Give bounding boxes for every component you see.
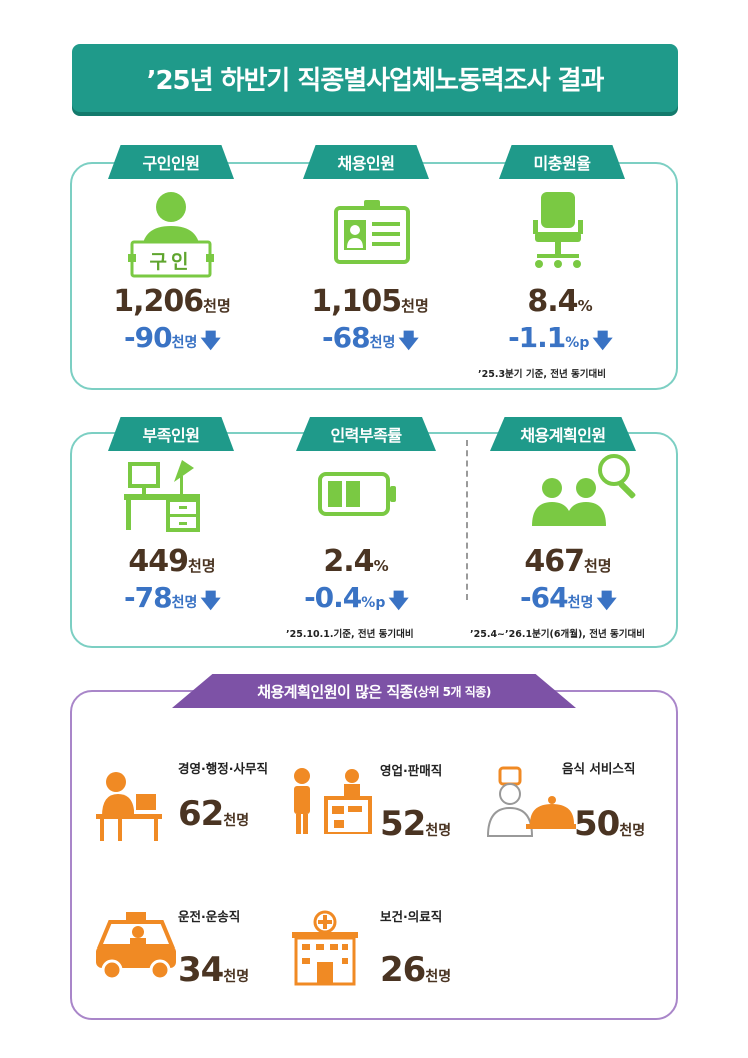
hires-change: -68 bbox=[322, 321, 371, 354]
hiring-plan-value: 467 bbox=[524, 544, 585, 579]
section1-note: ’25.3분기 기준, 전년 동기대비 bbox=[478, 369, 606, 380]
tab-shortage: 부족인원 bbox=[108, 417, 234, 451]
shortage-value: 449 bbox=[128, 544, 189, 579]
hires-unit: 천명 bbox=[401, 297, 429, 315]
panel-shortage-stats bbox=[70, 432, 678, 648]
vacancy-rate-change-unit: %p bbox=[565, 335, 590, 351]
job-openings-unit: 천명 bbox=[203, 297, 231, 315]
section2-note-left: ’25.10.1.기준, 전년 동기대비 bbox=[286, 629, 414, 640]
job-value-transport-unit: 천명 bbox=[223, 969, 250, 985]
job-openings-change: -90 bbox=[124, 321, 173, 354]
down-arrow-icon: 🡇 bbox=[596, 588, 617, 612]
divider bbox=[466, 440, 468, 600]
shortage-rate-change-unit: %p bbox=[361, 595, 386, 611]
metric-vacancy-rate: 8.4% -1.1%p 🡇 bbox=[460, 284, 660, 360]
person-sign-badge: 구인 bbox=[149, 251, 193, 273]
down-arrow-icon: 🡇 bbox=[388, 588, 409, 612]
empty-desk-icon bbox=[124, 460, 200, 532]
job-value-healthcare-number: 26 bbox=[380, 950, 426, 990]
job-label-healthcare: 보건·의료직 bbox=[380, 909, 443, 924]
job-value-transport: 34천명 bbox=[178, 950, 249, 990]
down-arrow-icon: 🡇 bbox=[398, 328, 419, 352]
battery-icon bbox=[318, 472, 396, 516]
job-value-food-service: 50천명 bbox=[574, 804, 645, 844]
people-search-icon bbox=[532, 454, 636, 526]
section2-note-right: ’25.4~’26.1분기(6개월), 전년 동기대비 bbox=[470, 629, 645, 640]
shortage-rate-value: 2.4 bbox=[323, 544, 374, 579]
vacancy-rate-change: -1.1 bbox=[508, 321, 566, 354]
job-openings-value: 1,206 bbox=[113, 284, 204, 319]
top-jobs-subtitle: (상위 5개 직종) bbox=[412, 684, 491, 699]
hiring-plan-unit: 천명 bbox=[584, 557, 612, 575]
tab-hiring-plan: 채용계획인원 bbox=[490, 417, 636, 451]
office-chair-icon bbox=[533, 192, 583, 268]
vacancy-rate-value: 8.4 bbox=[527, 284, 578, 319]
metric-job-openings: 1,206천명 -90천명 🡇 bbox=[72, 284, 272, 360]
shortage-rate-unit: % bbox=[373, 557, 389, 575]
top-jobs-title: 채용계획인원이 많은 직종 bbox=[257, 682, 413, 701]
taxi-icon bbox=[96, 912, 176, 981]
shortage-unit: 천명 bbox=[188, 557, 216, 575]
shortage-change: -78 bbox=[124, 581, 173, 614]
shortage-change-unit: 천명 bbox=[171, 595, 198, 611]
job-label-office: 경영·행정·사무직 bbox=[178, 761, 268, 776]
metric-shortage: 449천명 -78천명 🡇 bbox=[72, 544, 272, 620]
job-value-office: 62천명 bbox=[178, 794, 249, 834]
metric-shortage-rate: 2.4% -0.4%p 🡇 bbox=[256, 544, 456, 620]
job-value-food-service-unit: 천명 bbox=[619, 823, 646, 839]
tab-shortage-rate: 인력부족률 bbox=[296, 417, 436, 451]
job-value-sales-unit: 천명 bbox=[425, 823, 452, 839]
job-value-sales-number: 52 bbox=[380, 804, 426, 844]
hiring-plan-change: -64 bbox=[520, 581, 569, 614]
shortage-rate-change: -0.4 bbox=[304, 581, 362, 614]
tab-top-jobs: 채용계획인원이 많은 직종 (상위 5개 직종) bbox=[172, 674, 576, 708]
job-value-healthcare-unit: 천명 bbox=[425, 969, 452, 985]
metric-hires: 1,105천명 -68천명 🡇 bbox=[270, 284, 470, 360]
down-arrow-icon: 🡇 bbox=[200, 588, 221, 612]
job-label-sales: 영업·판매직 bbox=[380, 763, 443, 778]
tab-job-openings: 구인인원 bbox=[108, 145, 234, 179]
job-value-office-number: 62 bbox=[178, 794, 224, 834]
job-label-food-service: 음식 서비스직 bbox=[562, 761, 636, 776]
vacancy-rate-unit: % bbox=[577, 297, 593, 315]
tab-hires: 채용인원 bbox=[303, 145, 429, 179]
hiring-plan-change-unit: 천명 bbox=[567, 595, 594, 611]
chef-icon bbox=[486, 766, 576, 837]
job-value-healthcare: 26천명 bbox=[380, 950, 451, 990]
store-clerk-icon bbox=[294, 768, 372, 834]
metric-hiring-plan: 467천명 -64천명 🡇 bbox=[468, 544, 668, 620]
job-label-transport: 운전·운송직 bbox=[178, 909, 241, 924]
job-value-sales: 52천명 bbox=[380, 804, 451, 844]
job-value-food-service-number: 50 bbox=[574, 804, 620, 844]
job-openings-change-unit: 천명 bbox=[171, 335, 198, 351]
id-card-icon bbox=[334, 200, 410, 264]
down-arrow-icon: 🡇 bbox=[592, 328, 613, 352]
hires-change-unit: 천명 bbox=[369, 335, 396, 351]
job-value-transport-number: 34 bbox=[178, 950, 224, 990]
hospital-icon bbox=[292, 910, 358, 986]
hires-value: 1,105 bbox=[311, 284, 402, 319]
page-title: ’25년 하반기 직종별사업체노동력조사 결과 bbox=[72, 44, 678, 112]
person-sign-icon bbox=[128, 192, 214, 278]
job-value-office-unit: 천명 bbox=[223, 813, 250, 829]
tab-vacancy-rate: 미충원율 bbox=[499, 145, 625, 179]
office-worker-icon bbox=[96, 772, 162, 841]
down-arrow-icon: 🡇 bbox=[200, 328, 221, 352]
